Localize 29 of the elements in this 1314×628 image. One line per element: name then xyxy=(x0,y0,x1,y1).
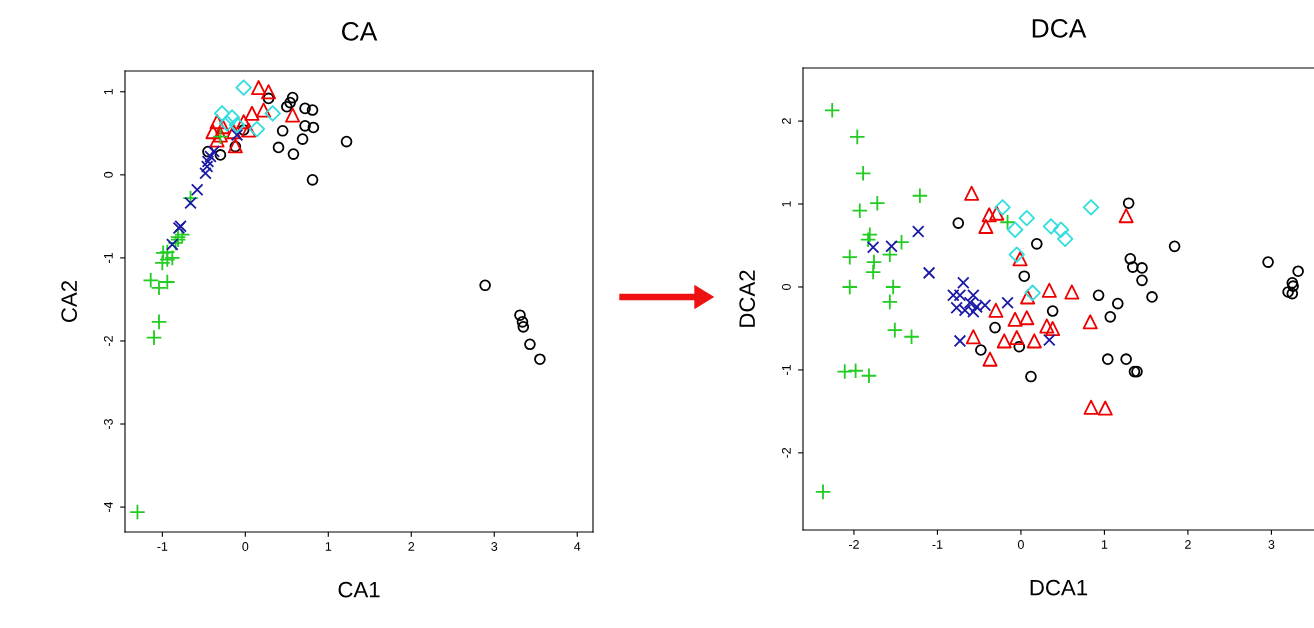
y-axis-title: CA2 xyxy=(61,281,78,322)
x-axis-title: DCA1 xyxy=(1030,579,1088,596)
x-tick-label: 2 xyxy=(1185,540,1191,549)
chart-title: CA xyxy=(342,22,378,41)
y-tick-label: -1 xyxy=(104,252,113,263)
x-tick-label: -1 xyxy=(157,542,168,551)
y-tick-label: 1 xyxy=(782,201,791,207)
y-tick-label: 2 xyxy=(781,118,791,124)
y-axis-title: DCA2 xyxy=(739,270,756,327)
chart-title: DCA xyxy=(1032,19,1087,38)
y-tick-label: 1 xyxy=(104,88,113,95)
x-axis-title: CA1 xyxy=(338,581,380,598)
x-tick-label: 3 xyxy=(1268,540,1275,549)
x-tick-label: 1 xyxy=(1101,540,1108,549)
x-tick-label: 0 xyxy=(1017,540,1024,549)
x-tick-label: 2 xyxy=(408,542,415,551)
x-tick-label: 4 xyxy=(574,542,581,551)
y-tick-label: -2 xyxy=(781,447,791,458)
x-tick-label: 0 xyxy=(242,542,249,551)
y-tick-label: 0 xyxy=(781,283,791,290)
y-tick-label: -1 xyxy=(782,364,791,375)
x-tick-label: 3 xyxy=(491,542,498,551)
y-tick-label: -4 xyxy=(104,501,113,513)
y-tick-label: -2 xyxy=(103,336,113,346)
y-tick-label: 0 xyxy=(103,171,113,178)
x-tick-label: -2 xyxy=(848,540,859,549)
y-tick-label: -3 xyxy=(103,419,113,430)
x-tick-label: -1 xyxy=(932,540,943,549)
x-tick-label: 1 xyxy=(325,542,332,551)
